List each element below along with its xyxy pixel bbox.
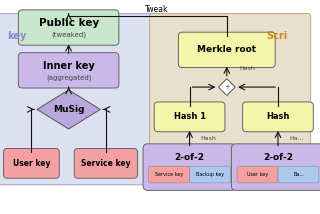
Text: Hash 1: Hash 1 — [173, 112, 206, 121]
FancyBboxPatch shape — [189, 166, 230, 183]
FancyBboxPatch shape — [143, 144, 236, 190]
FancyBboxPatch shape — [231, 144, 320, 190]
Text: 2-of-2: 2-of-2 — [263, 153, 293, 162]
Text: Ha...: Ha... — [289, 136, 304, 141]
FancyBboxPatch shape — [74, 149, 138, 178]
FancyBboxPatch shape — [18, 10, 119, 45]
FancyBboxPatch shape — [149, 13, 310, 185]
Text: Merkle root: Merkle root — [197, 45, 256, 54]
FancyBboxPatch shape — [237, 166, 278, 183]
Text: +: + — [224, 84, 230, 90]
Text: Inner key: Inner key — [43, 61, 94, 71]
FancyBboxPatch shape — [179, 32, 275, 68]
Text: Scri: Scri — [266, 31, 287, 41]
Text: key: key — [7, 31, 27, 41]
FancyBboxPatch shape — [154, 102, 225, 132]
FancyBboxPatch shape — [0, 13, 160, 185]
FancyBboxPatch shape — [243, 102, 313, 132]
Text: User key: User key — [247, 172, 268, 177]
FancyBboxPatch shape — [4, 149, 59, 178]
Text: Public key: Public key — [38, 18, 99, 28]
FancyBboxPatch shape — [278, 166, 319, 183]
Text: Hash: Hash — [266, 112, 290, 121]
Text: Hash: Hash — [240, 66, 256, 71]
Polygon shape — [219, 79, 235, 95]
Text: Hash: Hash — [201, 136, 217, 141]
Text: Tweak: Tweak — [145, 4, 169, 13]
Text: (aggregated): (aggregated) — [46, 74, 92, 81]
Text: (tweaked): (tweaked) — [51, 32, 86, 38]
Text: 2-of-2: 2-of-2 — [175, 153, 204, 162]
FancyBboxPatch shape — [18, 53, 119, 88]
Text: Ba...: Ba... — [293, 172, 304, 177]
Polygon shape — [37, 90, 100, 129]
Text: MuSig: MuSig — [53, 105, 84, 114]
Text: Service key: Service key — [155, 172, 183, 177]
Text: Backup key: Backup key — [196, 172, 224, 177]
Text: Service key: Service key — [81, 159, 131, 168]
FancyBboxPatch shape — [149, 166, 189, 183]
Text: User key: User key — [13, 159, 50, 168]
